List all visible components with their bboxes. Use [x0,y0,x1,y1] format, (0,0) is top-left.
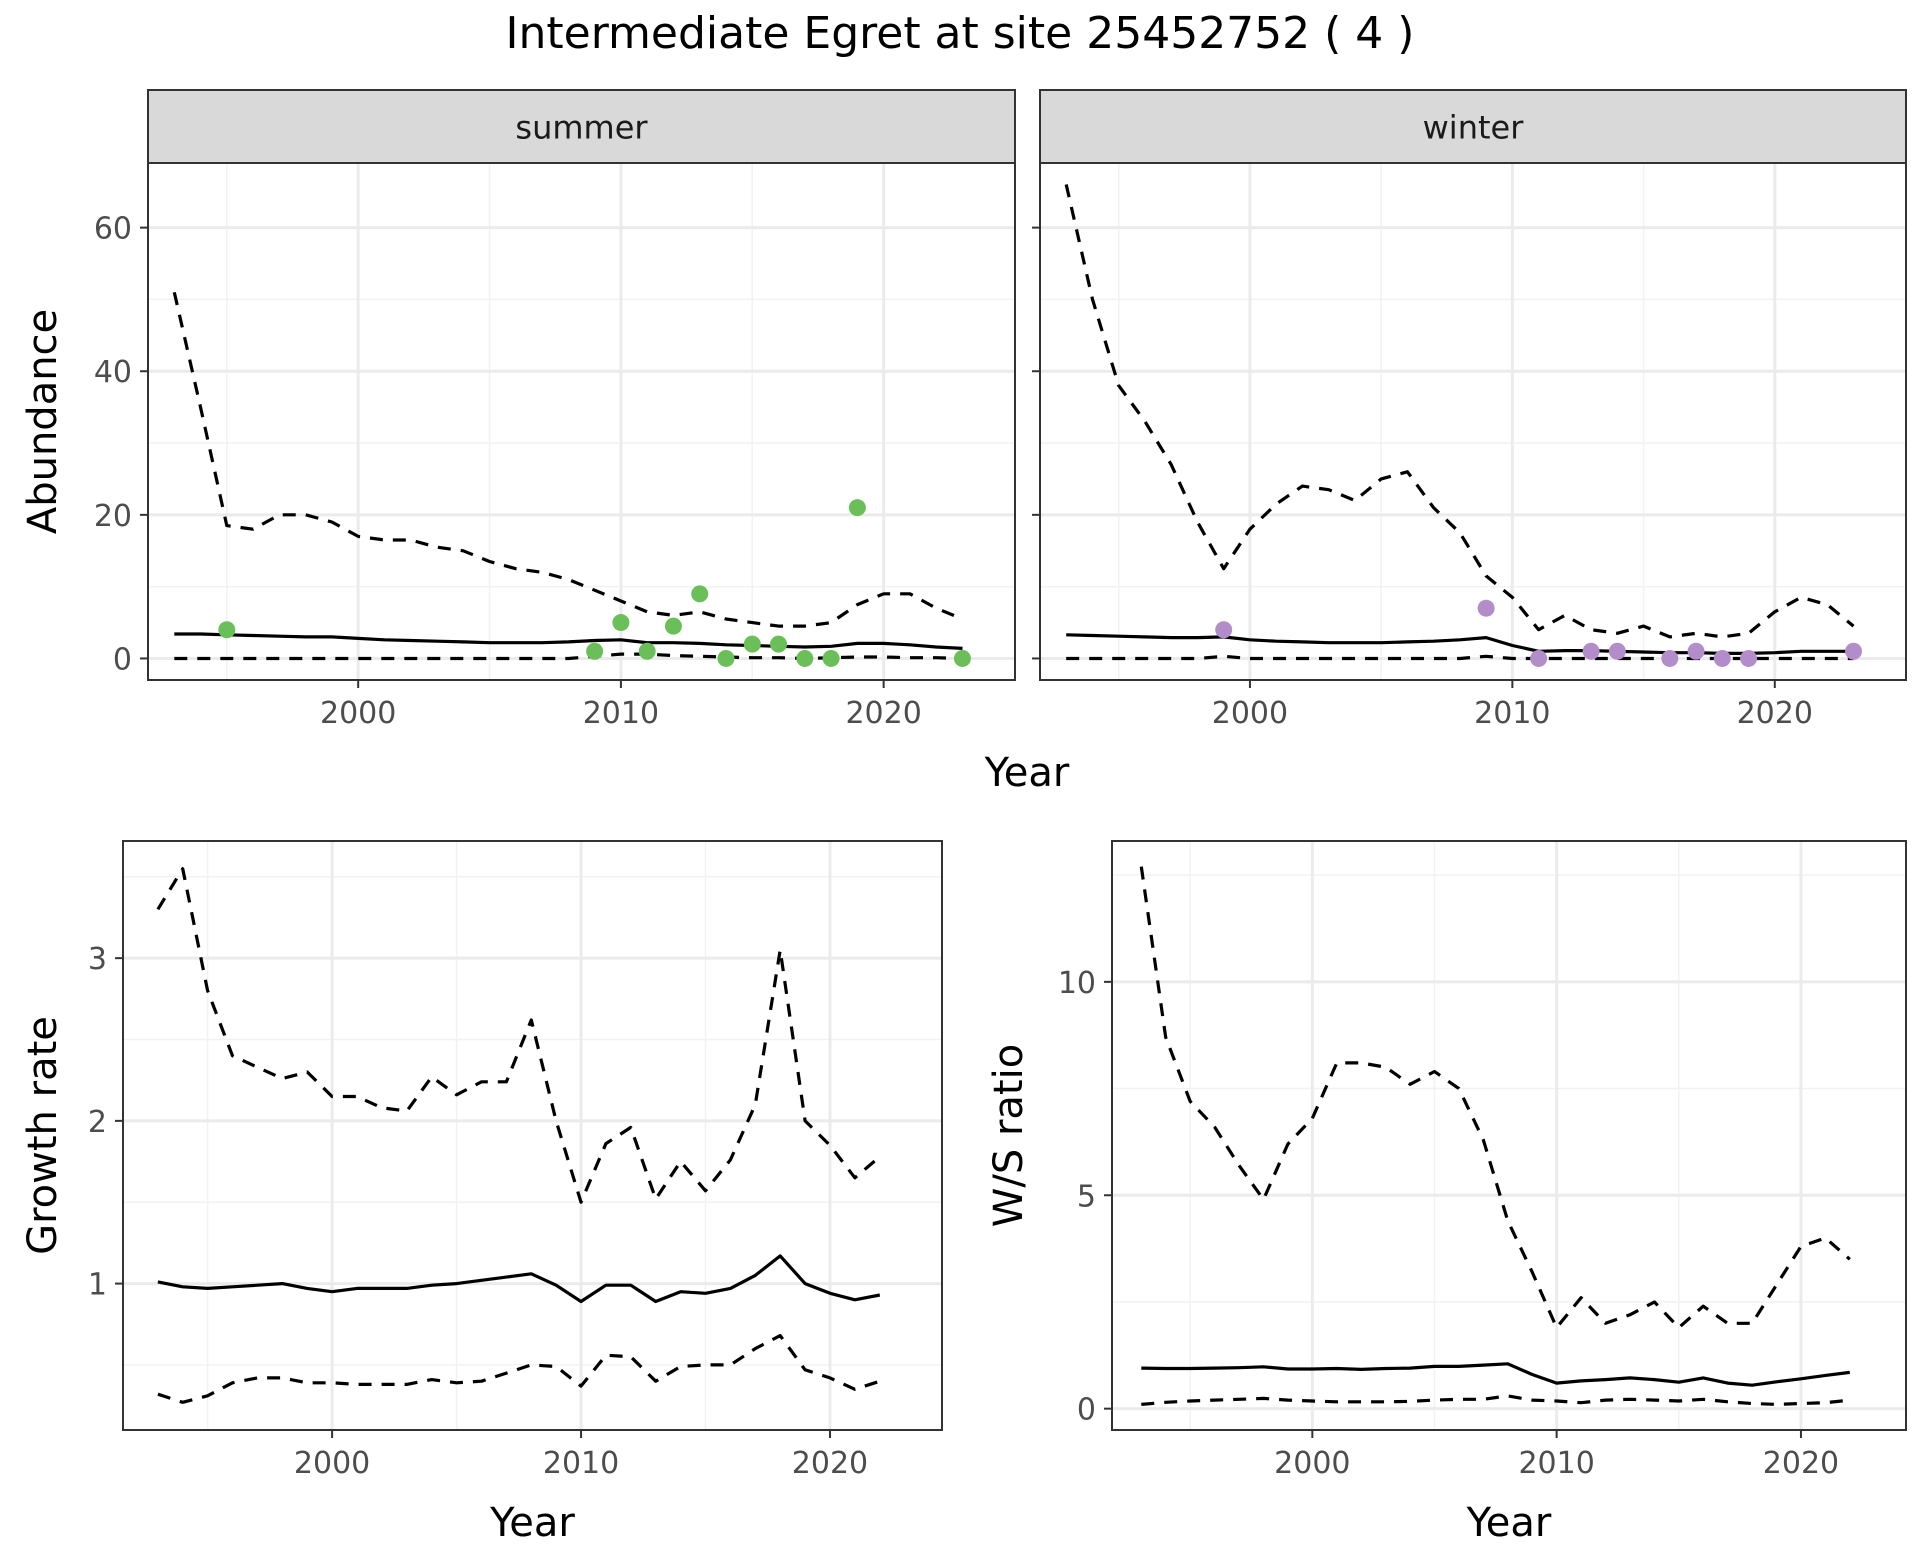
data-point-summer [664,617,682,635]
panel-growth: 2000 2010 2020 1 2 3 Growth rate Year [20,840,943,1546]
x-tick-label: 2010 [543,1446,619,1481]
data-point-winter [1530,649,1548,667]
data-point-summer [848,499,866,517]
data-point-summer [822,649,840,667]
panel-border-ratio [1111,840,1907,1431]
x-tick-label: 2020 [1737,696,1813,731]
data-point-winter [1845,642,1863,660]
panel-border-growth [122,840,943,1431]
x-tick-label: 2000 [320,696,396,731]
data-point-summer [796,649,814,667]
solid-line-ratio-1 [1141,1362,1850,1387]
y-tick-label: 0 [113,642,132,677]
data-point-winter [1608,642,1626,660]
y-axis-title-summer: Abundance [20,309,66,534]
dashed-line-ratio-2 [1141,1394,1850,1406]
data-point-summer [953,649,971,667]
plot-area-winter [1040,163,1906,680]
y-axis-title-growth: Growth rate [20,1016,66,1255]
facet-label-winter: winter [1423,109,1525,147]
x-tick-label: 2000 [1274,1446,1350,1481]
data-point-winter [1661,649,1679,667]
solid-line-growth-1 [157,1254,881,1304]
data-point-summer [638,642,656,660]
chart-title: Intermediate Egret at site 25452752 ( 4 … [506,8,1415,59]
panel-ratio: 2000 2010 2020 0 5 10 W/S ratio Year [986,840,1907,1546]
y-tick-label: 10 [1058,966,1096,1001]
x-tick-label: 2000 [294,1446,370,1481]
plot-area-ratio [1112,841,1906,1430]
data-point-summer [586,642,604,660]
x-tick-label: 2010 [583,696,659,731]
dashed-line-winter-2 [1066,654,1854,661]
dashed-line-summer-2 [174,652,963,661]
y-tick-label: 3 [88,942,107,977]
x-tick-label: 2010 [1474,696,1550,731]
x-tick-label: 2000 [1212,696,1288,731]
data-point-winter [1687,642,1705,660]
y-tick-label: 40 [94,355,132,390]
solid-line-summer-1 [174,632,963,650]
plot-area-growth [123,841,942,1430]
data-point-winter [1215,621,1233,639]
x-tick-label: 2010 [1518,1446,1594,1481]
x-tick-label: 2020 [845,696,921,731]
facet-strip-summer [147,89,1016,164]
y-axis-title-ratio: W/S ratio [986,1044,1032,1227]
data-point-summer [743,635,761,653]
data-point-winter [1740,649,1758,667]
x-tick-label: 2020 [1763,1446,1839,1481]
panel-summer: summer 2000 2010 2020 0 20 40 60 Abundance [20,89,1016,731]
dashed-line-ratio-0 [1139,866,1851,1330]
facet-label-summer: summer [515,109,648,147]
facet-strip-winter [1039,89,1907,164]
y-tick-label: 5 [1077,1179,1096,1214]
data-point-summer [218,621,236,639]
y-tick-label: 1 [88,1268,107,1303]
panel-winter: winter 2000 2010 2020 [1032,89,1907,731]
data-point-summer [717,649,735,667]
y-tick-label: 0 [1077,1393,1096,1428]
data-point-summer [691,585,709,603]
x-axis-title-top: Year [984,750,1070,796]
data-point-winter [1582,642,1600,660]
y-tick-label: 60 [94,212,132,247]
y-tick-label: 2 [88,1105,107,1140]
y-tick-label: 20 [94,499,132,534]
data-point-winter [1713,649,1731,667]
data-point-winter [1477,599,1495,617]
x-tick-label: 2020 [792,1446,868,1481]
x-axis-title-growth: Year [489,1500,575,1546]
x-axis-title-ratio: Year [1466,1500,1552,1546]
dashed-line-growth-2 [157,1334,881,1404]
data-point-summer [612,614,630,632]
data-point-summer [770,635,788,653]
plot-area-summer [148,163,1015,680]
